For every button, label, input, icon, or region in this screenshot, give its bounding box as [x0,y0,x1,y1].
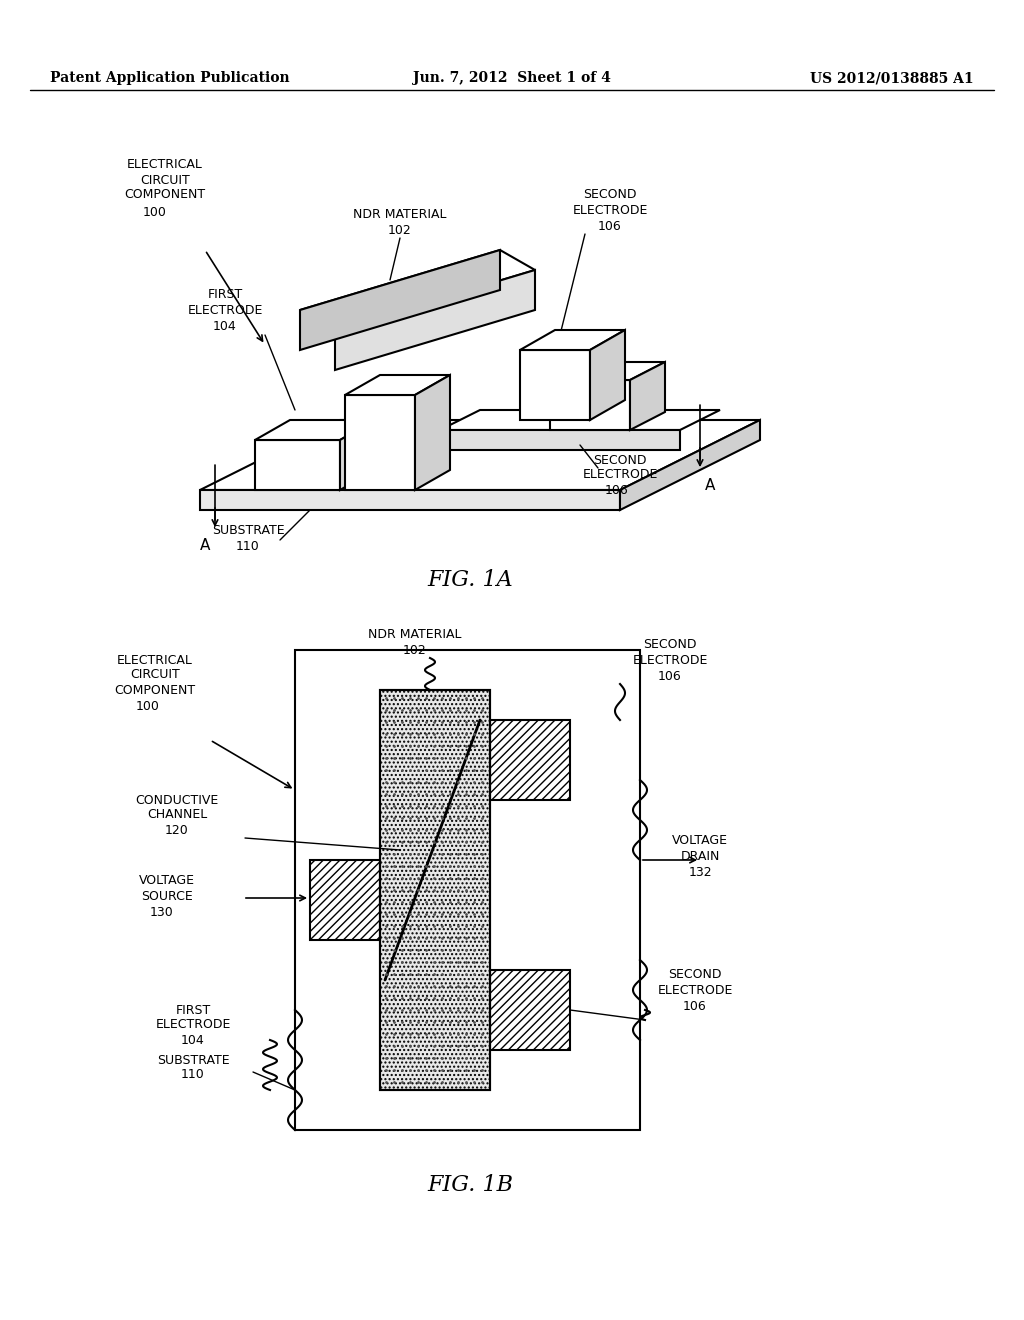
Text: 106: 106 [598,219,622,232]
Polygon shape [550,362,665,380]
Text: FIRST: FIRST [208,289,243,301]
Text: NDR MATERIAL: NDR MATERIAL [353,209,446,222]
Polygon shape [340,420,375,490]
Text: NDR MATERIAL: NDR MATERIAL [369,628,462,642]
Text: FIG. 1A: FIG. 1A [427,569,513,591]
Text: DRAIN: DRAIN [680,850,720,862]
Text: CIRCUIT: CIRCUIT [140,173,189,186]
Polygon shape [200,420,760,490]
Text: 100: 100 [136,701,160,714]
Bar [295,649,640,1130]
Text: SUBSTRATE: SUBSTRATE [212,524,285,536]
Text: ELECTRICAL: ELECTRICAL [127,158,203,172]
Text: A: A [705,478,715,492]
Text: 102: 102 [403,644,427,656]
Polygon shape [590,330,625,420]
Text: COMPONENT: COMPONENT [125,189,206,202]
Polygon shape [345,375,450,395]
Text: 132: 132 [688,866,712,879]
Bar [490,970,570,1049]
Polygon shape [440,411,720,430]
Bar [380,690,490,1090]
Text: ELECTRODE: ELECTRODE [632,653,708,667]
Text: ELECTRODE: ELECTRODE [187,304,263,317]
Polygon shape [520,330,625,350]
Text: SUBSTRATE: SUBSTRATE [157,1053,229,1067]
Text: 104: 104 [181,1035,205,1048]
Text: 130: 130 [151,906,174,919]
Text: ELECTRICAL: ELECTRICAL [117,653,193,667]
Text: US 2012/0138885 A1: US 2012/0138885 A1 [810,71,974,84]
Text: 104: 104 [213,319,237,333]
Polygon shape [630,362,665,430]
Text: 120: 120 [165,825,188,837]
Text: VOLTAGE: VOLTAGE [139,874,195,887]
Polygon shape [550,380,630,430]
Text: CIRCUIT: CIRCUIT [130,668,180,681]
Polygon shape [415,375,450,490]
Text: ELECTRODE: ELECTRODE [156,1019,230,1031]
Text: 102: 102 [388,223,412,236]
Text: SECOND: SECOND [584,189,637,202]
Text: 100: 100 [143,206,167,219]
Text: FIG. 1B: FIG. 1B [427,1173,513,1196]
Text: 106: 106 [605,484,629,498]
Text: VOLTAGE: VOLTAGE [672,833,728,846]
Polygon shape [300,249,500,350]
Polygon shape [300,249,535,330]
Text: ELECTRODE: ELECTRODE [572,203,648,216]
Bar [490,719,570,800]
Text: 106: 106 [658,669,682,682]
Polygon shape [255,420,375,440]
Text: A: A [200,537,210,553]
Text: SECOND: SECOND [669,969,722,982]
Polygon shape [335,271,535,370]
Text: FIRST: FIRST [175,1003,211,1016]
Text: Jun. 7, 2012  Sheet 1 of 4: Jun. 7, 2012 Sheet 1 of 4 [413,71,611,84]
Polygon shape [520,350,590,420]
Polygon shape [620,420,760,510]
Text: 106: 106 [683,999,707,1012]
Bar [380,690,490,1090]
Text: ELECTRODE: ELECTRODE [657,983,733,997]
Text: 110: 110 [237,540,260,553]
Polygon shape [345,395,415,490]
Bar [310,861,380,940]
Text: SECOND: SECOND [643,639,696,652]
Text: COMPONENT: COMPONENT [115,684,196,697]
Text: CONDUCTIVE: CONDUCTIVE [135,793,219,807]
Text: CHANNEL: CHANNEL [146,808,207,821]
Polygon shape [200,490,620,510]
Polygon shape [440,430,680,450]
Polygon shape [255,440,340,490]
Text: Patent Application Publication: Patent Application Publication [50,71,290,84]
Text: ELECTRODE: ELECTRODE [583,469,657,482]
Text: SECOND: SECOND [593,454,647,466]
Text: 110: 110 [181,1068,205,1081]
Text: SOURCE: SOURCE [141,890,193,903]
